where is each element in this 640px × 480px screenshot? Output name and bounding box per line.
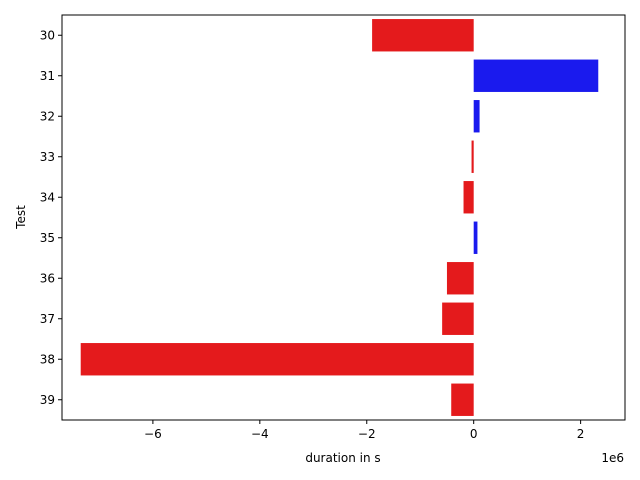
y-tick-label: 34 xyxy=(40,190,55,204)
y-tick-label: 35 xyxy=(40,231,55,245)
bar-test-31 xyxy=(473,59,599,92)
y-tick-label: 33 xyxy=(40,150,55,164)
y-tick-label: 32 xyxy=(40,109,55,123)
y-tick-label: 30 xyxy=(40,28,55,42)
bar-test-34 xyxy=(463,181,474,214)
bar-test-33 xyxy=(471,140,474,173)
x-axis-ticks: −6 −4 −2 0 2 xyxy=(144,420,584,441)
x-axis-label: duration in s xyxy=(305,451,380,465)
y-tick-label: 39 xyxy=(40,393,55,407)
bar-test-32 xyxy=(473,100,480,133)
y-tick-label: 38 xyxy=(40,352,55,366)
y-tick-label: 31 xyxy=(40,69,55,83)
bars-group xyxy=(80,19,599,416)
x-tick-label: 2 xyxy=(577,427,585,441)
x-tick-label: −2 xyxy=(358,427,376,441)
bar-test-37 xyxy=(442,302,474,335)
x-tick-label: −4 xyxy=(251,427,269,441)
y-axis-label: Test xyxy=(14,205,28,230)
x-tick-label: −6 xyxy=(144,427,162,441)
bar-test-35 xyxy=(473,221,478,254)
plot-frame xyxy=(61,14,626,421)
x-axis-multiplier: 1e6 xyxy=(601,451,624,465)
bar-test-38 xyxy=(80,343,474,376)
x-tick-label: 0 xyxy=(470,427,478,441)
bar-test-30 xyxy=(372,19,474,52)
bar-test-36 xyxy=(446,262,474,295)
y-axis-ticks: 30 31 32 33 34 35 36 37 38 39 xyxy=(40,28,62,407)
y-tick-label: 37 xyxy=(40,312,55,326)
y-tick-label: 36 xyxy=(40,271,55,285)
bar-test-39 xyxy=(451,383,474,416)
